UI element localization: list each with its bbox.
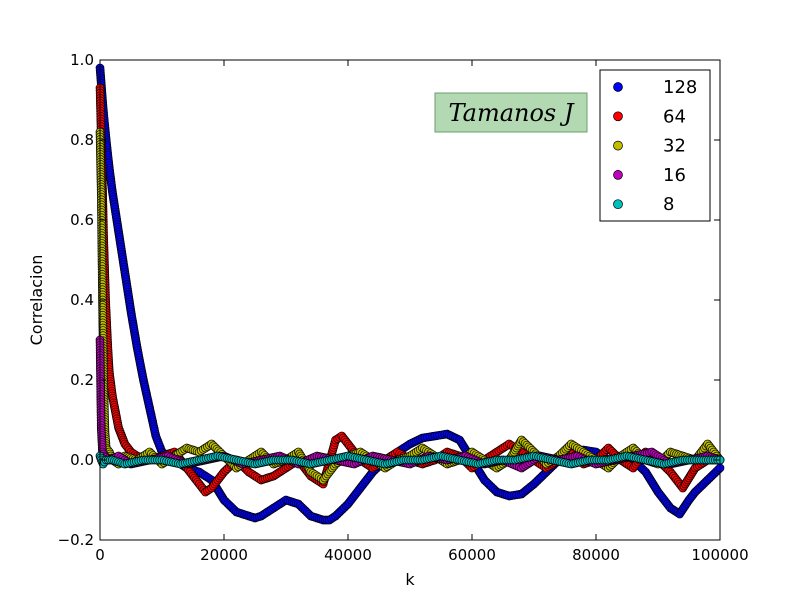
y-axis-label: Correlacion: [27, 255, 46, 346]
x-tick-label: 0: [95, 546, 105, 564]
legend-marker: [613, 111, 623, 122]
y-tick-label: −0.2: [58, 531, 94, 549]
x-tick-label: 60000: [448, 546, 496, 564]
legend-label: 32: [663, 136, 686, 157]
x-axis-label: k: [405, 570, 415, 589]
y-tick-label: 0.2: [70, 371, 94, 389]
legend-label: 8: [663, 194, 674, 215]
y-tick-label: 1.0: [70, 51, 94, 69]
legend-label: 64: [663, 106, 686, 127]
legend-label: 16: [663, 165, 686, 186]
legend-marker: [613, 140, 623, 151]
x-tick-label: 80000: [572, 546, 620, 564]
annotation-box: Tamanos J: [434, 92, 588, 133]
legend-marker: [613, 82, 623, 92]
x-tick-label: 20000: [200, 546, 248, 564]
x-tick-label: 40000: [324, 546, 372, 564]
ticks-layer: 0 20000 40000 60000 80000 100000 −0.2 0.0 0.2 0.4…: [58, 51, 749, 564]
y-tick-label: 0.6: [70, 211, 94, 229]
legend-label: 128: [663, 77, 697, 98]
series-16: [95, 335, 725, 473]
legend-marker: [613, 170, 623, 180]
legend-marker: [613, 199, 623, 210]
x-tick-label: 100000: [691, 546, 748, 564]
series-8: [95, 451, 725, 469]
legend: 128 64 32 16 8: [599, 69, 711, 222]
y-tick-label: 0.0: [70, 451, 94, 469]
y-tick-label: 0.8: [70, 131, 94, 149]
legend-items: 128 64 32 16 8: [613, 77, 697, 215]
y-tick-label: 0.4: [70, 291, 94, 309]
annotation-text: Tamanos J: [449, 99, 575, 127]
series-layer: [95, 63, 725, 525]
